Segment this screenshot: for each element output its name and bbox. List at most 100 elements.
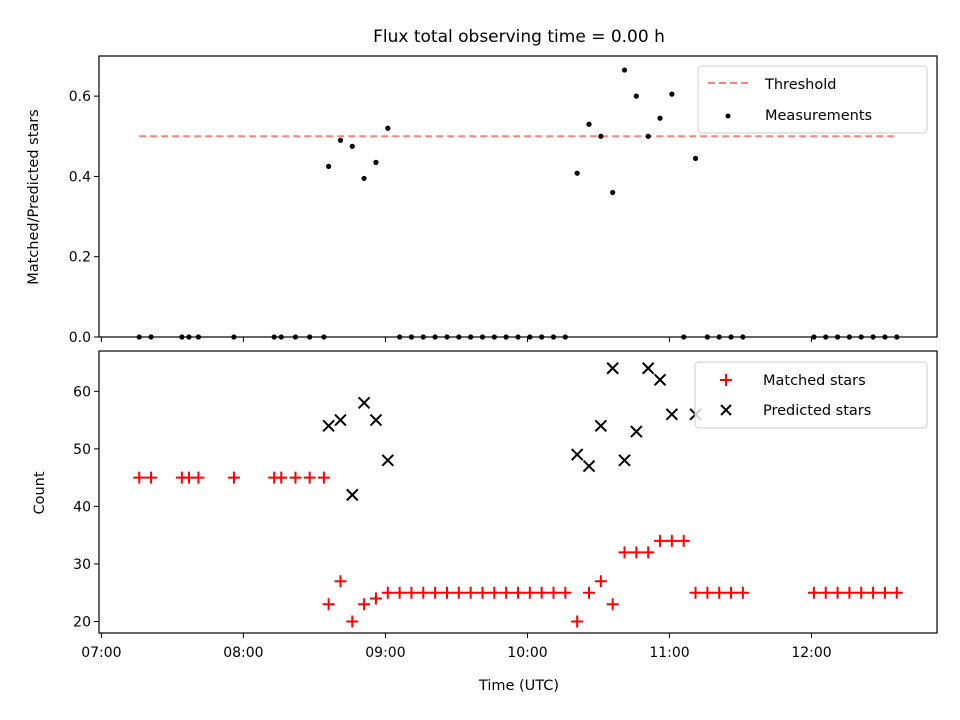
- matched-star-point: [317, 471, 330, 484]
- measurement-point: [503, 334, 509, 340]
- measurement-point: [894, 334, 900, 340]
- legend-top: Threshold Measurements: [697, 65, 928, 134]
- matched-star-point: [523, 586, 536, 599]
- chart-title-top: Flux total observing time = 0.00 h: [373, 27, 665, 47]
- measurement-point: [361, 175, 367, 182]
- predicted-star-point: [641, 362, 655, 375]
- measurement-point: [292, 334, 299, 340]
- top-y-tick-label: 0.0: [69, 330, 91, 346]
- x-axis-label: Time (UTC): [478, 678, 559, 694]
- matched-star-point: [381, 586, 394, 599]
- matched-star-point: [334, 575, 347, 588]
- matched-star-point: [559, 586, 572, 599]
- measurement-point: [598, 133, 604, 139]
- matched-star-point: [831, 586, 844, 599]
- measurement-point: [882, 334, 888, 340]
- measurement-point: [574, 170, 580, 176]
- matched-star-point: [322, 598, 335, 611]
- measurement-point: [195, 334, 202, 340]
- bottom-y-tick-label: 40: [73, 499, 91, 515]
- measurement-point: [321, 334, 327, 340]
- matched-star-point: [145, 471, 158, 484]
- measurement-point: [278, 334, 284, 340]
- predicted-star-point: [334, 413, 347, 427]
- bottom-y-tick-label: 20: [73, 614, 91, 630]
- matched-star-point: [429, 586, 442, 599]
- matched-star-point: [440, 586, 453, 599]
- predicted-star-point: [582, 459, 596, 473]
- measurement-point: [562, 334, 568, 340]
- measurement-point: [823, 334, 829, 340]
- predicted-star-point: [369, 413, 383, 427]
- measurement-point: [704, 334, 710, 340]
- measurement-point: [444, 334, 450, 340]
- measurement-point: [669, 91, 675, 97]
- matched-star-point: [547, 586, 560, 599]
- predicted-star-point: [346, 488, 359, 502]
- bottom-y-tick-label: 30: [73, 557, 91, 573]
- matched-star-point: [289, 471, 302, 484]
- measurement-point: [456, 334, 462, 340]
- predicted-star-point: [381, 454, 395, 467]
- matched-star-point: [713, 586, 726, 599]
- top-y-tick-label: 0.2: [69, 250, 91, 266]
- matched-star-point: [303, 471, 316, 484]
- measurement-point: [858, 334, 864, 340]
- y-axis-label-top: Matched/Predicted stars: [26, 109, 42, 285]
- bottom-plot-frame: [98, 350, 938, 634]
- measurement-point: [373, 159, 379, 165]
- matched-star-point: [736, 586, 749, 599]
- measurement-point: [186, 334, 192, 340]
- matched-star-point: [275, 471, 288, 484]
- matched-star-point: [890, 586, 903, 599]
- predicted-star-point: [594, 419, 608, 433]
- top-y-tick-label: 0.6: [69, 89, 91, 105]
- measurement-point: [657, 115, 663, 121]
- matched-star-point: [583, 586, 596, 599]
- top-panel: 0.0 0.2 0.4 0.6: [69, 55, 938, 346]
- measurement-point: [349, 143, 355, 149]
- measurement-point: [326, 163, 332, 169]
- measurement-point: [681, 334, 687, 340]
- predicted-star-point: [665, 408, 679, 421]
- matched-star-point: [606, 598, 619, 611]
- matched-star-point: [867, 586, 880, 599]
- predicted-star-point: [618, 454, 631, 467]
- legend-measurements-marker: [725, 113, 731, 119]
- matched-star-point: [358, 598, 371, 611]
- measurement-point: [307, 334, 313, 340]
- measurement-point: [432, 334, 438, 340]
- measurement-point: [179, 334, 185, 340]
- measurement-point: [231, 334, 237, 340]
- measurement-point: [385, 125, 391, 131]
- matched-star-point: [227, 471, 240, 484]
- measurement-point: [834, 334, 841, 340]
- matched-star-point: [346, 615, 359, 628]
- measurement-point: [692, 155, 699, 161]
- matched-star-point: [843, 586, 856, 599]
- measurement-point: [479, 334, 486, 340]
- measurement-point: [397, 334, 403, 340]
- predicted-star-point: [653, 373, 667, 386]
- matched-star-point: [630, 546, 643, 559]
- matched-star-point: [452, 586, 465, 599]
- matched-star-point: [878, 586, 891, 599]
- x-tick-label: 11:00: [649, 645, 689, 661]
- predicted-star-point: [606, 362, 619, 375]
- matched-star-point: [807, 586, 820, 599]
- matched-star-point: [476, 586, 489, 599]
- predicted-star-point: [630, 425, 643, 438]
- measurement-point: [621, 67, 628, 73]
- legend-measurements-label: Measurements: [765, 108, 872, 124]
- legend-predicted-marker: [720, 404, 732, 416]
- measurement-point: [468, 334, 474, 340]
- bottom-y-tick-label: 60: [73, 384, 91, 400]
- top-y-tick-label: 0.4: [69, 169, 91, 185]
- legend-predicted-label: Predicted stars: [763, 403, 871, 419]
- measurement-point: [515, 334, 521, 340]
- matched-star-point: [369, 592, 382, 605]
- measurement-point: [728, 334, 734, 340]
- measurement-point: [716, 334, 722, 340]
- legend-top-frame: [697, 65, 928, 134]
